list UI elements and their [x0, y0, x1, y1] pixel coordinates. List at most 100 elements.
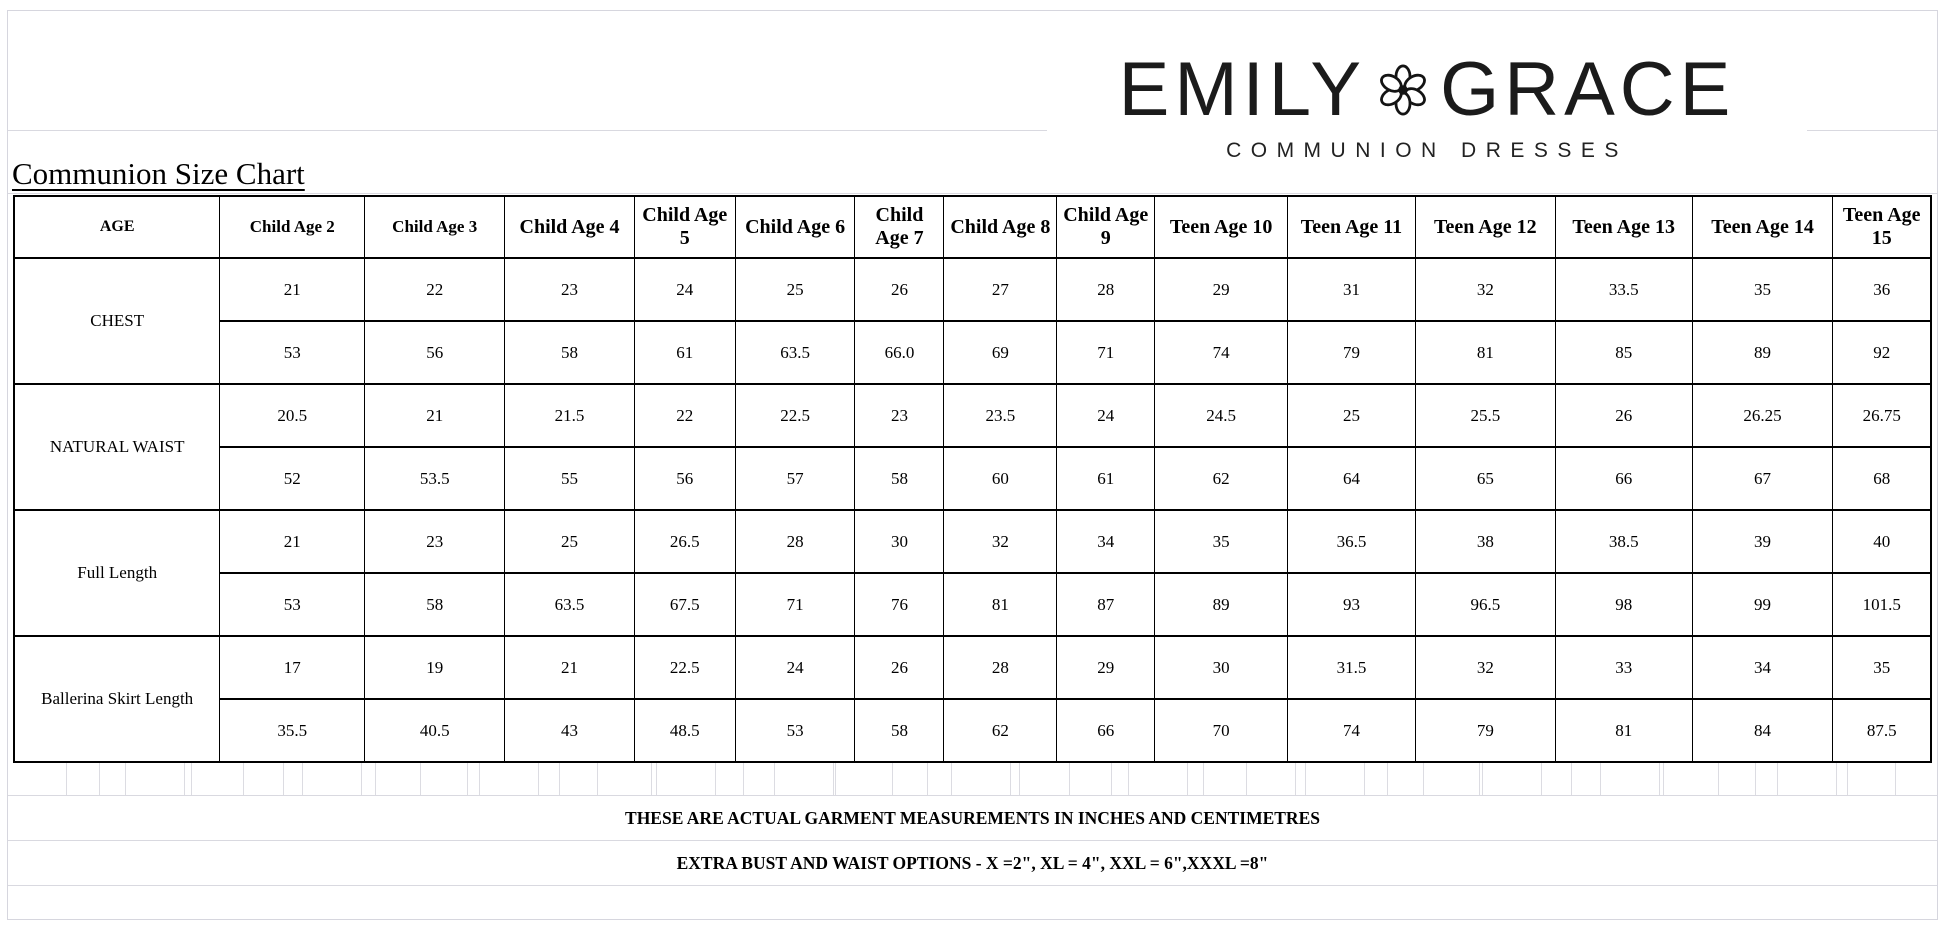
column-header: Child Age 7	[854, 195, 945, 259]
size-value-cell: 25	[1287, 383, 1416, 448]
size-value-cell: 21	[504, 635, 635, 700]
column-header: Teen Age 11	[1287, 195, 1416, 259]
size-value-cell: 25	[504, 509, 635, 574]
chest-cm-row: 53 56 58 61 63.5 66.0 69 71 74 79 81 85 89 92	[14, 320, 1932, 385]
chest-inches-row: CHEST 21 22 23 24 25 26 27 28 29 31 32 33.5 35 36	[13, 257, 1932, 385]
measurement-label-chest: CHEST	[13, 257, 221, 385]
size-value-cell: 36	[1832, 257, 1932, 322]
size-value-cell: 40.5	[364, 698, 506, 763]
size-value-cell: 79	[1414, 698, 1556, 763]
size-value-cell: 28	[943, 635, 1058, 700]
size-value-cell: 26	[854, 257, 945, 322]
size-value-cell: 71	[734, 572, 856, 637]
size-value-cell: 32	[943, 509, 1058, 574]
page-title: Communion Size Chart	[12, 156, 305, 192]
size-value-cell: 66	[1554, 446, 1693, 511]
size-value-cell: 92	[1832, 320, 1932, 385]
size-value-cell: 23.5	[943, 383, 1058, 448]
ballerina-cm-row: 35.5 40.5 43 48.5 53 58 62 66 70 74 79 81 84 87.5	[14, 698, 1932, 763]
size-value-cell: 60	[943, 446, 1058, 511]
column-header: Teen Age 10	[1154, 195, 1289, 259]
size-value-cell: 56	[633, 446, 736, 511]
size-value-cell: 58	[854, 698, 945, 763]
size-value-cell: 31	[1287, 257, 1416, 322]
size-value-cell: 53	[219, 320, 366, 385]
size-value-cell: 39	[1691, 509, 1834, 574]
size-value-cell: 53.5	[364, 446, 506, 511]
size-value-cell: 58	[854, 446, 945, 511]
size-value-cell: 71	[1056, 320, 1156, 385]
size-value-cell: 61	[633, 320, 736, 385]
size-value-cell: 66.0	[854, 320, 945, 385]
size-value-cell: 31.5	[1287, 635, 1416, 700]
measurement-label-full-length: Full Length	[13, 509, 221, 637]
brand-logo: EMILY GRACE COMMUNION DRESSES	[1047, 31, 1807, 183]
size-value-cell: 48.5	[633, 698, 736, 763]
daisy-flower-icon	[1380, 64, 1426, 115]
waist-inches-row: NATURAL WAIST 20.5 21 21.5 22 22.5 23 23.5 24 24…	[13, 383, 1932, 511]
column-header: Teen Age 12	[1414, 195, 1556, 259]
size-value-cell: 26	[854, 635, 945, 700]
brand-tagline: COMMUNION DRESSES	[1226, 138, 1628, 162]
table-header-row: AGE Child Age 2 Child Age 3 Child Age 4 Chi…	[13, 195, 1932, 259]
size-value-cell: 17	[219, 635, 366, 700]
size-value-cell: 81	[943, 572, 1058, 637]
size-value-cell: 28	[1056, 257, 1156, 322]
size-value-cell: 61	[1056, 446, 1156, 511]
size-value-cell: 26.25	[1691, 383, 1834, 448]
size-value-cell: 24	[734, 635, 856, 700]
size-value-cell: 53	[219, 572, 366, 637]
size-value-cell: 98	[1554, 572, 1693, 637]
size-value-cell: 29	[1056, 635, 1156, 700]
top-blank-row	[8, 11, 1937, 131]
size-value-cell: 81	[1414, 320, 1556, 385]
size-value-cell: 33	[1554, 635, 1693, 700]
size-value-cell: 58	[504, 320, 635, 385]
size-value-cell: 21	[364, 383, 506, 448]
column-header: Child Age 4	[504, 195, 635, 259]
size-value-cell: 38	[1414, 509, 1556, 574]
size-value-cell: 93	[1287, 572, 1416, 637]
size-value-cell: 58	[364, 572, 506, 637]
size-value-cell: 30	[854, 509, 945, 574]
size-value-cell: 28	[734, 509, 856, 574]
size-value-cell: 32	[1414, 635, 1556, 700]
size-value-cell: 26.5	[633, 509, 736, 574]
size-chart-table: AGE Child Age 2 Child Age 3 Child Age 4 Chi…	[13, 195, 1932, 763]
note-extra-options: EXTRA BUST AND WAIST OPTIONS - X =2", XL…	[8, 841, 1937, 886]
size-value-cell: 65	[1414, 446, 1556, 511]
full-length-inches-row: Full Length 21 23 25 26.5 28 30 32 34 35 36.5 38 38…	[13, 509, 1932, 637]
size-value-cell: 84	[1691, 698, 1834, 763]
column-header: Child Age 6	[734, 195, 856, 259]
size-value-cell: 22	[633, 383, 736, 448]
size-value-cell: 32	[1414, 257, 1556, 322]
size-value-cell: 34	[1691, 635, 1834, 700]
ballerina-inches-row: Ballerina Skirt Length 17 19 21 22.5 24 26 28 2…	[13, 635, 1932, 763]
column-header: Child Age 8	[943, 195, 1058, 259]
size-value-cell: 29	[1154, 257, 1289, 322]
size-value-cell: 66	[1056, 698, 1156, 763]
size-value-cell: 21	[219, 257, 366, 322]
size-value-cell: 21	[219, 509, 366, 574]
age-header-cell: AGE	[13, 195, 221, 259]
size-value-cell: 101.5	[1832, 572, 1932, 637]
size-value-cell: 89	[1154, 572, 1289, 637]
size-value-cell: 35	[1832, 635, 1932, 700]
size-value-cell: 52	[219, 446, 366, 511]
size-value-cell: 23	[854, 383, 945, 448]
column-header: Child Age 3	[364, 195, 506, 259]
size-value-cell: 85	[1554, 320, 1693, 385]
size-value-cell: 74	[1154, 320, 1289, 385]
title-row: Communion Size Chart	[8, 131, 1937, 194]
size-value-cell: 26	[1554, 383, 1693, 448]
full-length-cm-row: 53 58 63.5 67.5 71 76 81 87 89 93 96.5 98 99 101.5	[14, 572, 1932, 637]
size-value-cell: 62	[1154, 446, 1289, 511]
size-value-cell: 22	[364, 257, 506, 322]
column-header: Child Age 9	[1056, 195, 1156, 259]
size-value-cell: 79	[1287, 320, 1416, 385]
note-measurements: THESE ARE ACTUAL GARMENT MEASUREMENTS IN…	[8, 796, 1937, 841]
size-value-cell: 96.5	[1414, 572, 1556, 637]
size-value-cell: 35	[1154, 509, 1289, 574]
size-value-cell: 24.5	[1154, 383, 1289, 448]
size-value-cell: 76	[854, 572, 945, 637]
